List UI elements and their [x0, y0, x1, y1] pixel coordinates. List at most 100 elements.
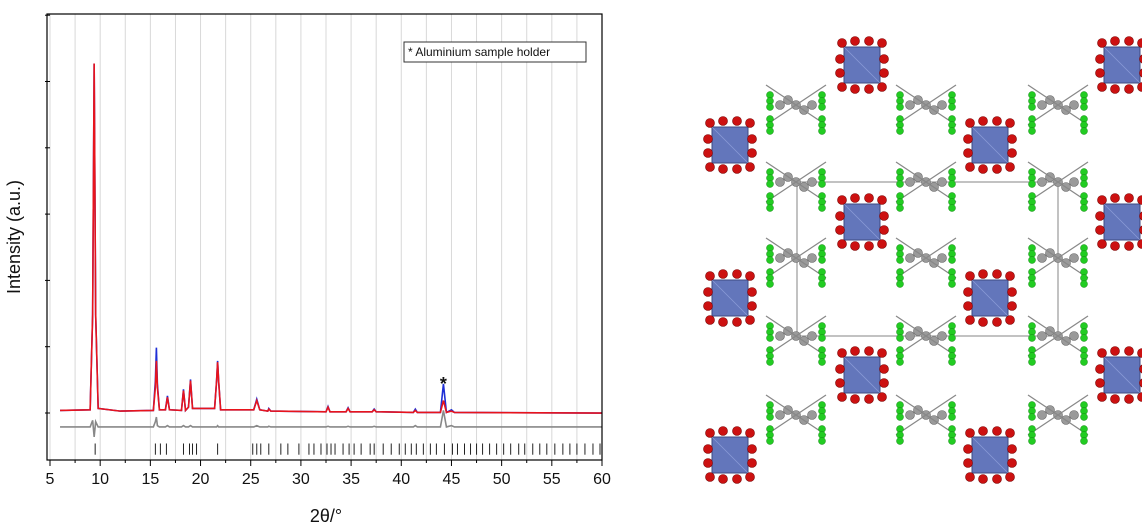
oxygen-atom [745, 118, 755, 128]
peak-marker: * [440, 374, 447, 394]
carbon-atom [905, 100, 915, 110]
oxygen-atom [992, 317, 1002, 327]
octahedron-edge [711, 436, 749, 474]
chlorine-atom [818, 256, 826, 264]
oxygen-atom [1005, 472, 1015, 482]
chlorine-atom [766, 256, 774, 264]
bond [895, 84, 957, 126]
y-axis-label: Intensity (a.u.) [4, 180, 24, 294]
oxygen-atom [835, 54, 845, 64]
carbon-atom [775, 253, 785, 263]
series-line [60, 63, 603, 414]
carbon-atom [775, 410, 785, 420]
x-tick-label: 50 [493, 471, 511, 488]
oxygen-atom [850, 36, 860, 46]
x-tick-label: 30 [292, 471, 310, 488]
carbon-atom [1037, 177, 1047, 187]
oxygen-atom [850, 394, 860, 404]
chlorine-atom [818, 127, 826, 135]
oxygen-atom [1139, 54, 1142, 64]
chlorine-atom [766, 103, 774, 111]
oxygen-atom [965, 118, 975, 128]
oxygen-atom [963, 444, 973, 454]
oxygen-atom [1007, 301, 1017, 311]
chlorine-atom [1080, 103, 1088, 111]
oxygen-atom [718, 269, 728, 279]
oxygen-atom [705, 315, 715, 325]
chlorine-atom [818, 358, 826, 366]
annotation: * Aluminium sample holder [408, 45, 550, 59]
chlorine-atom [818, 413, 826, 421]
oxygen-atom [732, 474, 742, 484]
oxygen-atom [703, 148, 713, 158]
x-tick-label: 60 [593, 471, 611, 488]
oxygen-atom [1007, 148, 1017, 158]
bond [765, 394, 827, 436]
bond [1027, 84, 1089, 126]
oxygen-atom [747, 287, 757, 297]
x-tick-label: 40 [392, 471, 410, 488]
carbon-atom [905, 331, 915, 341]
oxygen-atom [837, 82, 847, 92]
chlorine-atom [766, 180, 774, 188]
oxygen-atom [992, 474, 1002, 484]
chlorine-atom [1080, 127, 1088, 135]
oxygen-atom [963, 148, 973, 158]
oxygen-atom [1097, 239, 1107, 249]
oxygen-atom [963, 287, 973, 297]
oxygen-atom [850, 346, 860, 356]
oxygen-atom [879, 364, 889, 374]
carbon-atom [807, 253, 817, 263]
oxygen-atom [732, 426, 742, 436]
chlorine-atom [766, 334, 774, 342]
chlorine-atom [1028, 334, 1036, 342]
oxygen-atom [992, 269, 1002, 279]
oxygen-atom [978, 474, 988, 484]
octahedron-edge [711, 126, 749, 164]
oxygen-atom [965, 162, 975, 172]
oxygen-atom [703, 458, 713, 468]
oxygen-atom [718, 164, 728, 174]
chlorine-atom [1028, 180, 1036, 188]
oxygen-atom [718, 317, 728, 327]
annotation-box [403, 41, 587, 63]
series-line [60, 410, 602, 437]
oxygen-atom [877, 38, 887, 48]
chlorine-atom [948, 204, 956, 212]
oxygen-atom [1124, 193, 1134, 203]
carbon-atom [807, 177, 817, 187]
series-line [60, 63, 603, 414]
carbon-atom [775, 177, 785, 187]
oxygen-atom [745, 162, 755, 172]
carbon-atom [937, 253, 947, 263]
oxygen-atom [705, 472, 715, 482]
oxygen-atom [850, 193, 860, 203]
oxygen-atom [965, 472, 975, 482]
oxygen-atom [1097, 82, 1107, 92]
carbon-atom [937, 177, 947, 187]
oxygen-atom [837, 239, 847, 249]
oxygen-atom [864, 241, 874, 251]
oxygen-atom [732, 164, 742, 174]
bond [765, 84, 827, 126]
oxygen-atom [1097, 392, 1107, 402]
chlorine-atom [896, 204, 904, 212]
chlorine-atom [766, 358, 774, 366]
chlorine-atom [766, 413, 774, 421]
x-axis-label: 2θ/° [310, 506, 342, 526]
chlorine-atom [1028, 413, 1036, 421]
crystal-structure [703, 36, 1142, 484]
bond [895, 394, 957, 436]
chlorine-atom [1080, 334, 1088, 342]
chlorine-atom [1028, 358, 1036, 366]
chlorine-atom [948, 413, 956, 421]
oxygen-atom [1095, 68, 1105, 78]
oxygen-atom [1139, 225, 1142, 235]
bond [895, 315, 957, 357]
oxygen-atom [877, 392, 887, 402]
oxygen-atom [1007, 287, 1017, 297]
chlorine-atom [818, 280, 826, 288]
oxygen-atom [705, 162, 715, 172]
oxygen-atom [1005, 271, 1015, 281]
